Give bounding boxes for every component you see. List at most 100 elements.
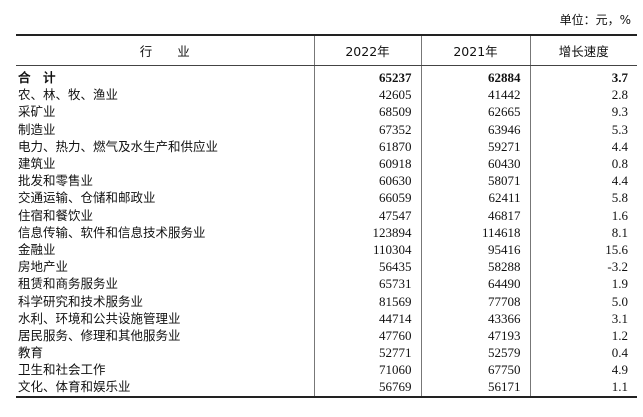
growth-cell: 4.4	[529, 172, 637, 190]
industry-cell: 卫生和社会工作	[18, 362, 106, 378]
growth-cell: 4.9	[529, 361, 637, 379]
value-2022-cell: 61870	[313, 137, 421, 155]
growth-cell: 15.6	[529, 240, 637, 259]
industry-cell: 合 计	[18, 70, 56, 86]
industry-cell: 水利、环境和公共设施管理业	[18, 310, 181, 326]
value-2022-cell: 47547	[313, 206, 421, 224]
value-2022-cell: 52771	[313, 344, 421, 362]
growth-cell: 1.1	[529, 378, 637, 398]
value-2022-cell: 81569	[313, 292, 421, 310]
value-2022-cell: 44714	[313, 309, 421, 327]
column-header: 2022年	[313, 34, 421, 66]
value-2021-cell: 47193	[420, 326, 530, 344]
column-header: 行 业	[16, 34, 314, 66]
growth-cell: 9.3	[529, 103, 637, 121]
table-row: 住宿和餐饮业 47547 46817 1.6	[16, 206, 637, 224]
table-row: 建筑业 60918 60430 0.8	[16, 154, 637, 173]
table-row: 房地产业 56435 58288 -3.2	[16, 258, 637, 276]
table-row: 电力、热力、燃气及水生产和供应业 61870 59271 4.4	[16, 137, 637, 155]
industry-cell: 交通运输、仓储和邮政业	[18, 190, 156, 206]
value-2021-cell: 52579	[420, 344, 530, 362]
value-2022-cell: 47760	[313, 326, 421, 344]
table-row: 教育 52771 52579 0.4	[16, 344, 637, 362]
growth-cell: 3.1	[529, 309, 637, 327]
value-2021-cell: 62665	[420, 103, 530, 121]
industry-cell: 租赁和商务服务业	[18, 276, 119, 292]
value-2022-cell: 71060	[313, 361, 421, 379]
industry-cell: 制造业	[18, 121, 56, 137]
table-row: 金融业 110304 95416 15.6	[16, 240, 637, 259]
table-row: 信息传输、软件和信息技术服务业 123894 114618 8.1	[16, 223, 637, 241]
value-2021-cell: 43366	[420, 309, 530, 327]
industry-cell: 批发和零售业	[18, 173, 94, 189]
value-2021-cell: 67750	[420, 361, 530, 379]
value-2022-cell: 42605	[313, 86, 421, 104]
table-row: 农、林、牧、渔业 42605 41442 2.8	[16, 86, 637, 104]
growth-cell: 3.7	[529, 65, 637, 87]
value-2021-cell: 41442	[420, 86, 530, 104]
value-2022-cell: 66059	[313, 189, 421, 207]
value-2021-cell: 62884	[420, 65, 530, 87]
header-row: 行 业 2022年 2021年 增长速度	[16, 34, 637, 66]
table-row: 租赁和商务服务业 65731 64490 1.9	[16, 275, 637, 293]
column-header: 增长速度	[529, 34, 637, 66]
value-2021-cell: 63946	[420, 120, 530, 138]
industry-cell: 采矿业	[18, 104, 56, 120]
value-2022-cell: 65237	[313, 65, 421, 87]
table-row: 水利、环境和公共设施管理业 44714 43366 3.1	[16, 309, 637, 327]
industry-cell: 房地产业	[18, 259, 69, 275]
table-row: 居民服务、修理和其他服务业 47760 47193 1.2	[16, 326, 637, 344]
industry-cell: 金融业	[18, 241, 56, 257]
table-body: 合 计 65237 62884 3.7 农、林、牧、渔业 42605 41442 2.8 采矿业…	[16, 65, 637, 398]
total-row: 合 计 65237 62884 3.7	[16, 65, 637, 87]
value-2022-cell: 56769	[313, 378, 421, 398]
value-2021-cell: 58071	[420, 172, 530, 190]
value-2021-cell: 59271	[420, 137, 530, 155]
value-2021-cell: 77708	[420, 292, 530, 310]
value-2021-cell: 58288	[420, 258, 530, 276]
growth-cell: 0.4	[529, 344, 637, 362]
table-row: 批发和零售业 60630 58071 4.4	[16, 172, 637, 190]
value-2021-cell: 56171	[420, 378, 530, 398]
industry-cell: 居民服务、修理和其他服务业	[18, 327, 181, 343]
growth-cell: -3.2	[529, 258, 637, 276]
industry-cell: 农、林、牧、渔业	[18, 87, 119, 103]
value-2022-cell: 68509	[313, 103, 421, 121]
value-2022-cell: 65731	[313, 275, 421, 293]
industry-cell: 教育	[18, 345, 44, 361]
value-2021-cell: 64490	[420, 275, 530, 293]
value-2021-cell: 95416	[420, 240, 530, 259]
growth-cell: 1.9	[529, 275, 637, 293]
industry-cell: 信息传输、软件和信息技术服务业	[18, 224, 206, 240]
growth-cell: 5.8	[529, 189, 637, 207]
unit-label: 单位：元，%	[559, 13, 631, 27]
table-row: 交通运输、仓储和邮政业 66059 62411 5.8	[16, 189, 637, 207]
column-header: 2021年	[420, 34, 530, 66]
growth-cell: 5.3	[529, 120, 637, 138]
value-2022-cell: 67352	[313, 120, 421, 138]
table-row: 制造业 67352 63946 5.3	[16, 120, 637, 138]
value-2022-cell: 60630	[313, 172, 421, 190]
value-2021-cell: 114618	[420, 223, 530, 241]
value-2022-cell: 60918	[313, 154, 421, 173]
table-row: 科学研究和技术服务业 81569 77708 5.0	[16, 292, 637, 310]
wage-table: 行 业 2022年 2021年 增长速度 合 计 65237 62884 3.7 农、林、牧、…	[16, 34, 637, 398]
growth-cell: 1.6	[529, 206, 637, 224]
growth-cell: 5.0	[529, 292, 637, 310]
industry-cell: 建筑业	[18, 156, 56, 172]
growth-cell: 8.1	[529, 223, 637, 241]
value-2022-cell: 123894	[313, 223, 421, 241]
growth-cell: 0.8	[529, 154, 637, 173]
table-row: 文化、体育和娱乐业 56769 56171 1.1	[16, 378, 637, 398]
industry-cell: 住宿和餐饮业	[18, 207, 94, 223]
value-2022-cell: 110304	[313, 240, 421, 259]
growth-cell: 1.2	[529, 326, 637, 344]
industry-cell: 电力、热力、燃气及水生产和供应业	[18, 138, 219, 154]
value-2021-cell: 62411	[420, 189, 530, 207]
value-2021-cell: 60430	[420, 154, 530, 173]
industry-cell: 科学研究和技术服务业	[18, 293, 144, 309]
value-2022-cell: 56435	[313, 258, 421, 276]
industry-cell: 文化、体育和娱乐业	[16, 378, 314, 398]
growth-cell: 4.4	[529, 137, 637, 155]
table-row: 卫生和社会工作 71060 67750 4.9	[16, 361, 637, 379]
